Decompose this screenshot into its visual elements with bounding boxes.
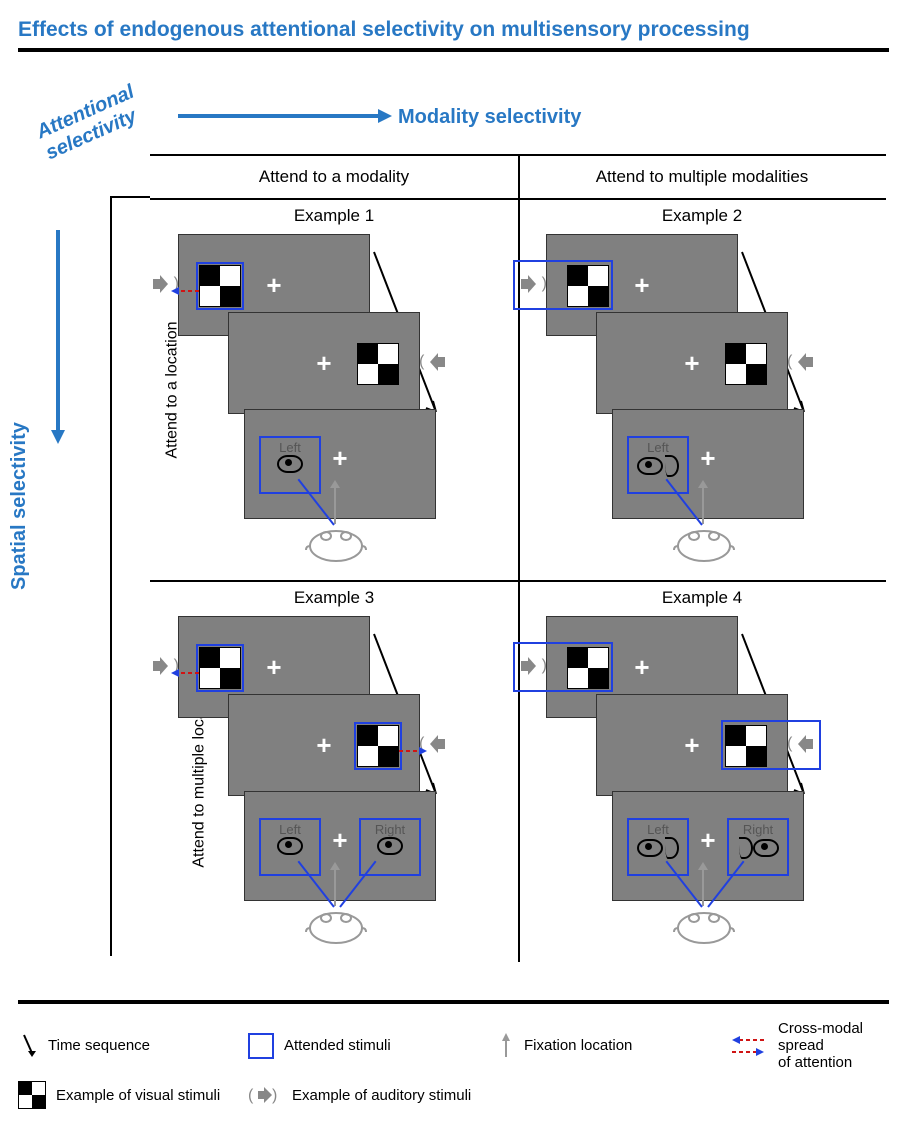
axis-modality: Modality selectivity — [398, 106, 581, 129]
panel-2: + ) — [596, 312, 788, 414]
eye-icon — [377, 837, 403, 855]
loc-left: Left — [629, 820, 687, 874]
crossmodal-arrow — [171, 283, 201, 293]
svg-text:(: ( — [248, 1087, 254, 1104]
head-icon — [298, 904, 374, 944]
fixation-cross: + — [700, 445, 715, 471]
outer-left-rule — [110, 196, 112, 956]
outer-top-rule — [110, 196, 150, 198]
speaker-right-icon: ) — [791, 351, 817, 373]
fixation-cross: + — [700, 827, 715, 853]
cell-example-2: Example 2 + ) — [518, 200, 886, 580]
fixation-arrow — [334, 488, 336, 524]
grid-2x2: Attend to a modality Attend to multiple … — [150, 154, 886, 962]
ear-icon — [739, 837, 753, 859]
crossmodal-arrow-right — [397, 743, 427, 753]
speaker-left-icon: ) — [517, 273, 543, 295]
loc-left: Left — [261, 438, 319, 492]
fixation-cross: + — [316, 732, 331, 758]
example-4-title: Example 4 — [518, 582, 886, 608]
panel-2: + ) — [228, 694, 420, 796]
visual-stimulus-right — [357, 725, 399, 767]
rule-top — [18, 48, 889, 52]
fixation-cross: + — [266, 654, 281, 680]
page-title: Effects of endogenous attentional select… — [18, 18, 889, 42]
crossmodal-arrow-left — [171, 665, 201, 675]
example-1-title: Example 1 — [150, 200, 518, 226]
legend-auditory: ( ) Example of auditory stimuli — [248, 1083, 889, 1107]
fixation-cross: + — [266, 272, 281, 298]
head-icon — [666, 904, 742, 944]
legend-crossmodal: Cross-modal spread of attention — [728, 1020, 889, 1071]
fixation-cross: + — [332, 445, 347, 471]
example-2-title: Example 2 — [518, 200, 886, 226]
speaker-right-icon: ) — [423, 351, 449, 373]
visual-stimulus-right — [725, 725, 767, 767]
visual-stimulus-left — [199, 265, 241, 307]
example-3-title: Example 3 — [150, 582, 518, 608]
eye-icon — [277, 455, 303, 473]
eye-icon — [753, 839, 779, 857]
panel-3: + Left Right — [612, 791, 804, 901]
visual-stimulus-left — [199, 647, 241, 689]
cell-example-1: Example 1 + ) — [150, 200, 518, 580]
visual-stimulus-right — [357, 343, 399, 385]
speaker-right-icon: ) — [791, 733, 817, 755]
ear-icon — [665, 837, 679, 859]
legend: Time sequence Attended stimuli Fixation … — [18, 1020, 889, 1109]
fixation-cross: + — [684, 350, 699, 376]
visual-stimulus-left — [567, 265, 609, 307]
panel-2: + ) — [596, 694, 788, 796]
speaker-left-icon: ) — [517, 655, 543, 677]
fixation-cross: + — [332, 827, 347, 853]
axis-attentional: Attentional selectivity — [33, 81, 147, 166]
panel-3: + Left — [244, 409, 436, 519]
legend-attended: Attended stimuli — [248, 1033, 498, 1059]
axis-spatial: Spatial selectivity — [8, 422, 31, 590]
legend-visual: Example of visual stimuli — [18, 1081, 248, 1109]
head-icon — [298, 522, 374, 562]
legend-time-sequence: Time sequence — [18, 1033, 248, 1059]
panel-3: + Left — [612, 409, 804, 519]
panel-2: + ) — [228, 312, 420, 414]
fixation-cross: + — [316, 350, 331, 376]
figure-frame: Attentional selectivity Modality selecti… — [18, 70, 888, 990]
visual-stimulus-left — [567, 647, 609, 689]
svg-text:): ) — [272, 1087, 277, 1104]
rule-bottom — [18, 1000, 889, 1004]
axis-arrow-down — [56, 230, 60, 430]
head-icon — [666, 522, 742, 562]
fixation-arrow — [702, 488, 704, 524]
col-header-1: Attend to a modality — [150, 156, 518, 198]
row-1: Attend to a location Example 1 + — [150, 200, 886, 582]
cell-example-3: Example 3 + ) — [150, 582, 518, 962]
col-header-2: Attend to multiple modalities — [518, 156, 886, 198]
legend-fixation: Fixation location — [498, 1033, 728, 1059]
fixation-arrow — [334, 870, 336, 906]
fixation-cross: + — [634, 272, 649, 298]
eye-icon — [637, 457, 663, 475]
axis-arrow-right — [178, 114, 378, 118]
visual-stimulus-right — [725, 343, 767, 385]
loc-left: Left — [261, 820, 319, 874]
cell-example-4: Example 4 + ) — [518, 582, 886, 962]
fixation-cross: + — [634, 654, 649, 680]
ear-icon — [665, 455, 679, 477]
attend-box-icon — [248, 1033, 274, 1059]
eye-icon — [637, 839, 663, 857]
row-2: Attend to multiple locations Example 3 + — [150, 582, 886, 962]
eye-icon — [277, 837, 303, 855]
loc-left: Left — [629, 438, 687, 492]
fixation-arrow — [702, 870, 704, 906]
checkerboard-icon — [18, 1081, 46, 1109]
panel-3: + Left Right — [244, 791, 436, 901]
fixation-cross: + — [684, 732, 699, 758]
